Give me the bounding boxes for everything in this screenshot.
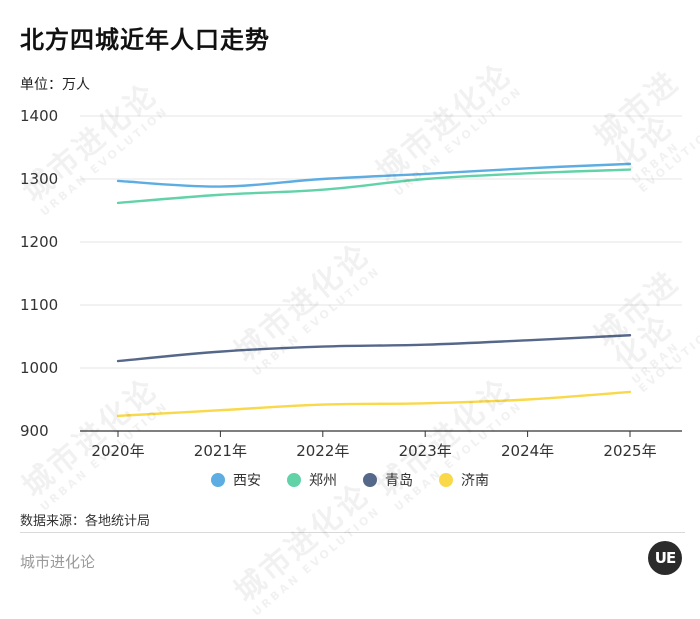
chart-title: 北方四城近年人口走势	[20, 26, 270, 54]
series-line-3	[116, 390, 632, 418]
legend-swatch	[287, 473, 301, 487]
series-line-1	[116, 168, 632, 205]
brand-name: 城市进化论	[20, 553, 96, 571]
legend-label: 西安	[233, 473, 261, 489]
x-tick-label: 2021年	[194, 442, 247, 460]
y-tick-label: 1200	[20, 233, 58, 251]
unit-label: 单位：万人	[20, 77, 90, 93]
x-tick-label: 2022年	[296, 442, 349, 460]
brand-logo: UE	[648, 541, 682, 575]
x-tick-label: 2024年	[501, 442, 554, 460]
x-axis: 2020年 2021年 2022年 2023年 2024年 2025年	[91, 431, 657, 460]
series-line-0	[116, 162, 632, 188]
legend-label: 济南	[461, 473, 489, 489]
legend-item[interactable]: 青岛	[363, 470, 413, 490]
legend-swatch	[363, 473, 377, 487]
x-tick-label: 2020年	[91, 442, 144, 460]
series-lines	[116, 162, 632, 418]
x-tick-label: 2025年	[603, 442, 656, 460]
legend-label: 青岛	[385, 473, 413, 489]
y-tick-label: 1400	[20, 107, 58, 125]
y-tick-label: 1100	[20, 296, 58, 314]
y-tick-label: 1000	[20, 359, 58, 377]
watermark-text: 城市进化论	[228, 476, 377, 610]
watermark: 城市进化论 URBAN EVOLUTION	[228, 476, 384, 619]
y-tick-label: 1300	[20, 170, 58, 188]
y-axis: 900 1000 1100 1200 1300 1400	[20, 107, 58, 440]
legend-item[interactable]: 济南	[439, 470, 489, 490]
y-tick-label: 900	[20, 422, 49, 440]
footer-divider	[20, 532, 685, 533]
legend-item[interactable]: 西安	[211, 470, 261, 490]
gridlines	[80, 115, 682, 432]
legend: 西安 郑州 青岛 济南	[0, 470, 700, 490]
legend-item[interactable]: 郑州	[287, 470, 337, 490]
legend-swatch	[211, 473, 225, 487]
series-line-2	[116, 334, 632, 363]
data-source: 数据来源：各地统计局	[20, 514, 151, 529]
watermark-subtext: URBAN EVOLUTION	[249, 503, 384, 619]
legend-swatch	[439, 473, 453, 487]
legend-label: 郑州	[309, 473, 337, 489]
x-tick-label: 2023年	[399, 442, 452, 460]
